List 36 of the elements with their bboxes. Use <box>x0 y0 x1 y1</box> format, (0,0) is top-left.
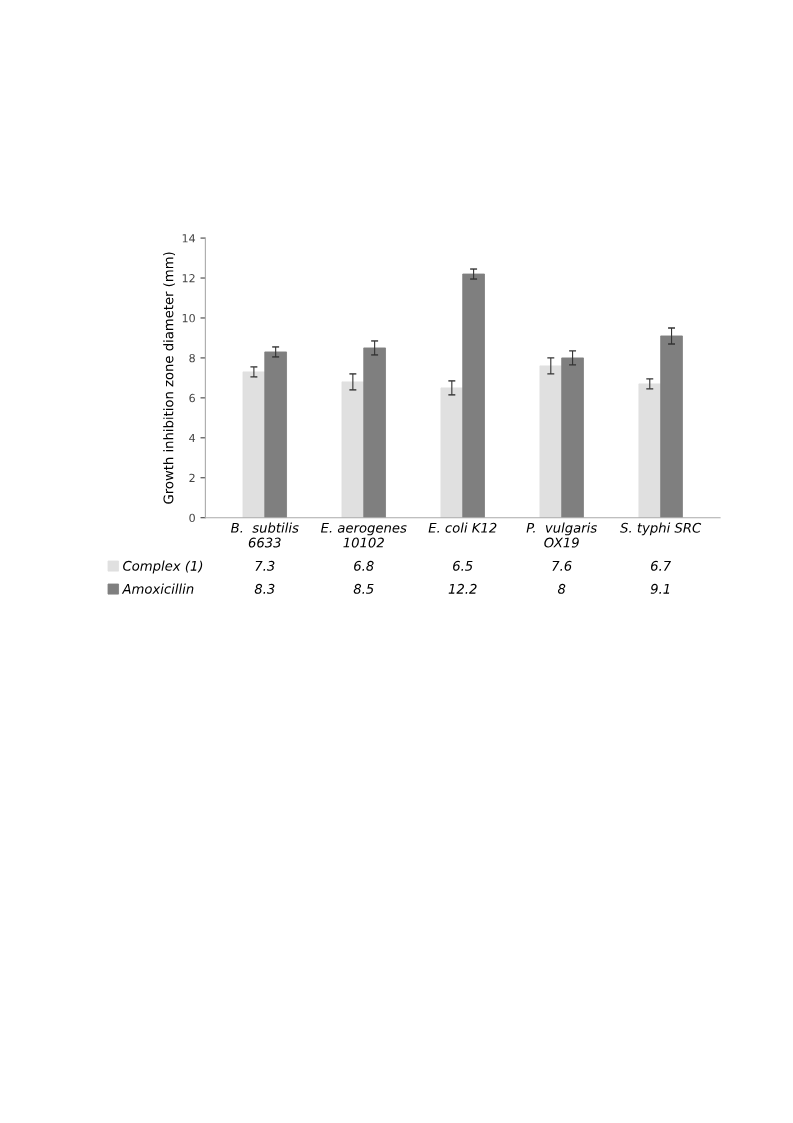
y-tick-label: 10 <box>182 313 195 323</box>
data-label: 12.2 <box>448 583 477 594</box>
legend-label: Amoxicillin <box>121 583 194 594</box>
y-tick-label: 8 <box>189 353 195 363</box>
data-label: 6.8 <box>354 560 374 571</box>
data-label: 9.1 <box>650 583 670 594</box>
data-label: 8 <box>557 583 566 594</box>
data-label: 7.3 <box>255 560 275 571</box>
y-tick-label: 14 <box>182 234 196 243</box>
data-label: 8.5 <box>353 583 374 594</box>
y-tick-label: 0 <box>189 513 195 523</box>
bar <box>660 335 683 518</box>
x-tick-label: P. vulgaris OX19 <box>526 522 597 548</box>
bar <box>539 365 563 518</box>
y-tick-label: 12 <box>182 274 195 283</box>
data-label: 7.6 <box>552 560 572 571</box>
y-tick-label: 4 <box>189 433 196 443</box>
data-label: 8.3 <box>254 583 275 594</box>
bar <box>462 273 485 518</box>
x-tick-label: E. coli K12 <box>428 522 497 533</box>
bar <box>440 387 464 518</box>
data-label: 6.7 <box>651 560 672 571</box>
bar <box>363 347 386 518</box>
bar <box>264 351 287 518</box>
y-tick-label: 6 <box>189 393 195 403</box>
bar <box>638 383 662 518</box>
data-label: 6.5 <box>453 560 473 571</box>
bar <box>242 371 266 518</box>
y-axis-title: Growth inhibition zone diameter (mm) <box>163 252 175 504</box>
x-tick-label: S. typhi SRC <box>620 522 702 536</box>
y-tick-label: 2 <box>189 473 195 482</box>
bar <box>561 357 584 518</box>
bar <box>341 381 365 518</box>
x-tick-label: E. aerogenes 10102 <box>320 522 407 548</box>
x-tick-label: B. subtilis 6633 <box>230 522 299 548</box>
legend-label: Complex (1) <box>123 560 203 574</box>
